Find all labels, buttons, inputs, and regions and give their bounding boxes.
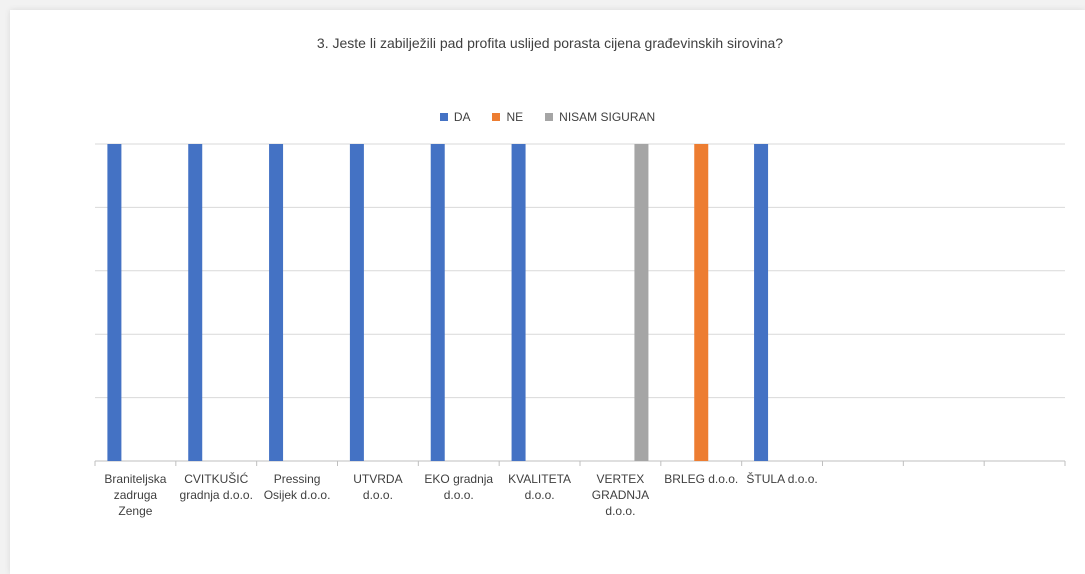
- bar-da-0: [107, 144, 122, 461]
- bar-da-3: [349, 144, 364, 461]
- x-tick-label: KVALITETA d.o.o.: [508, 472, 572, 502]
- legend-label: DA: [453, 110, 471, 124]
- chart-card: 3. Jeste li zabilježili pad profita usli…: [10, 10, 1085, 574]
- legend-item: NISAM SIGURAN: [545, 110, 655, 124]
- x-tick-label: CVITKUŠIĆ gradnja d.o.o.: [179, 472, 253, 502]
- chart-plot-area: [94, 143, 1066, 466]
- bar-da-5: [511, 144, 526, 461]
- x-tick-label: VERTEX GRADNJA d.o.o.: [591, 472, 650, 518]
- x-tick-label: BRLEG d.o.o.: [664, 472, 739, 486]
- x-tick-label: ŠTULA d.o.o.: [746, 472, 818, 486]
- x-tick-label: Braniteljska zadruga Zenge: [104, 472, 167, 518]
- legend-label: NISAM SIGURAN: [559, 110, 656, 124]
- legend-swatch: [545, 113, 554, 121]
- legend-item: DA: [439, 110, 471, 124]
- bar-da-4: [430, 144, 445, 461]
- bar-ne-7: [694, 144, 709, 461]
- bar-nisam-siguran-6: [634, 144, 649, 461]
- legend-item: NE: [492, 110, 523, 124]
- chart-title: 3. Jeste li zabilježili pad profita usli…: [316, 35, 784, 51]
- x-tick-label: UTVRDA d.o.o.: [353, 472, 403, 502]
- chart-legend: DA NE NISAM SIGURAN: [10, 110, 1085, 124]
- bar-da-8: [754, 144, 769, 461]
- x-tick-label: Pressing Osijek d.o.o.: [263, 472, 331, 502]
- bar-da-2: [269, 144, 284, 461]
- x-tick-label: EKO gradnja d.o.o.: [424, 472, 494, 502]
- legend-swatch: [492, 113, 501, 121]
- bar-da-1: [188, 144, 203, 461]
- legend-swatch: [439, 113, 448, 121]
- legend-label: NE: [506, 110, 524, 124]
